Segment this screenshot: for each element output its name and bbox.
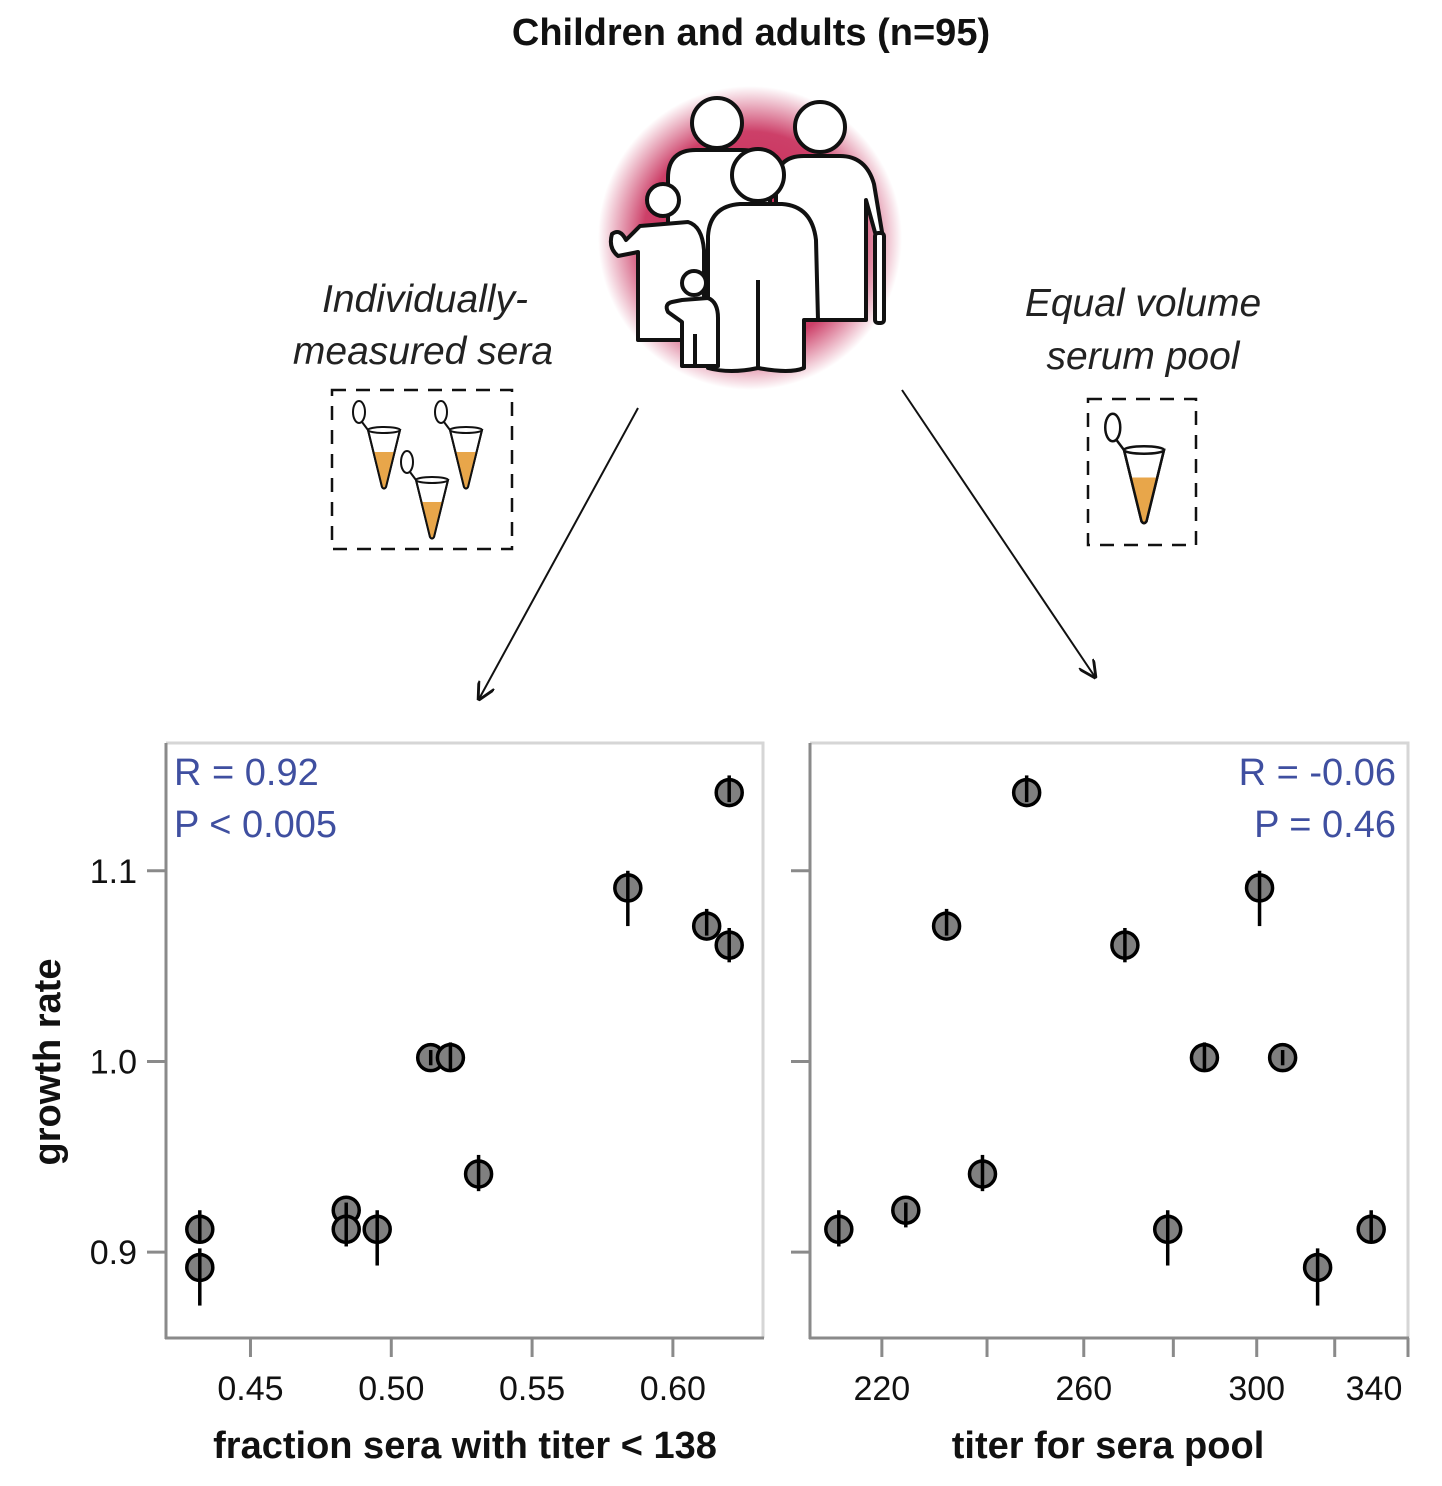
x-tick-label: 260: [1055, 1370, 1112, 1408]
data-point: [1356, 1210, 1386, 1245]
left-p-value: P < 0.005: [174, 804, 337, 846]
left-caption-line2: measured sera: [293, 330, 553, 373]
sample-tube-icon: [434, 400, 483, 490]
data-point: [1189, 1042, 1220, 1073]
data-point: [362, 1210, 392, 1266]
x-tick-label: 0.45: [217, 1370, 283, 1408]
sample-tube-icon: [400, 450, 449, 540]
right-x-axis-label: titer for sera pool: [952, 1425, 1265, 1467]
data-point: [1152, 1210, 1183, 1266]
y-tick-label: 0.9: [90, 1234, 137, 1272]
data-point: [185, 1210, 215, 1245]
data-point: [331, 1210, 361, 1247]
data-point: [1110, 927, 1140, 963]
left-caption-line1: Individually-: [322, 278, 528, 321]
left-scatter-plot: 0.9 1.0 1.1 0.45 0.50 0.55 0.60 R = 0.92 P < 0…: [27, 741, 765, 1467]
family-icon: [598, 86, 902, 390]
x-tick-label: 0.60: [640, 1370, 706, 1408]
data-point: [1244, 870, 1275, 927]
data-point: [691, 908, 722, 941]
data-point: [613, 870, 643, 927]
y-tick-label: 1.1: [90, 853, 137, 891]
sample-tube-icon: [1104, 412, 1166, 525]
x-tick-label: 0.50: [358, 1370, 424, 1408]
data-point: [185, 1248, 215, 1306]
right-caption-line1: Equal volume: [1025, 282, 1261, 325]
x-tick-label: 220: [853, 1370, 910, 1408]
data-point: [1011, 775, 1042, 808]
data-point: [463, 1154, 494, 1192]
right-scatter-plot: 220 260 300 340 R = -0.06 P = 0.46 titer fo…: [791, 741, 1410, 1467]
data-point: [435, 1042, 466, 1073]
y-axis-label: growth rate: [27, 959, 69, 1166]
y-tick-label: 1.0: [90, 1043, 137, 1081]
data-point: [824, 1210, 854, 1247]
x-tick-label: 0.55: [499, 1370, 565, 1408]
sample-tube-icon: [352, 400, 401, 490]
data-point: [891, 1195, 921, 1228]
right-caption-line2: serum pool: [1047, 335, 1241, 378]
left-r-value: R = 0.92: [174, 752, 319, 794]
plot-frame: [810, 741, 1410, 1338]
data-point: [931, 908, 962, 941]
arrow-icon: [901, 389, 1095, 677]
left-x-axis-label: fraction sera with titer < 138: [213, 1425, 717, 1467]
figure-title: Children and adults (n=95): [512, 12, 990, 54]
data-point: [967, 1154, 998, 1192]
data-point: [1267, 1042, 1298, 1073]
right-r-value: R = -0.06: [1239, 752, 1396, 794]
right-p-value: P = 0.46: [1254, 804, 1396, 846]
x-tick-label: 340: [1346, 1370, 1403, 1408]
arrow-icon: [479, 407, 639, 699]
serum-pool-box: [1086, 397, 1198, 547]
data-point: [714, 775, 744, 808]
data-point: [1302, 1248, 1333, 1306]
x-tick-label: 300: [1228, 1370, 1285, 1408]
data-point: [714, 927, 744, 963]
plot-frame: [166, 741, 765, 1338]
